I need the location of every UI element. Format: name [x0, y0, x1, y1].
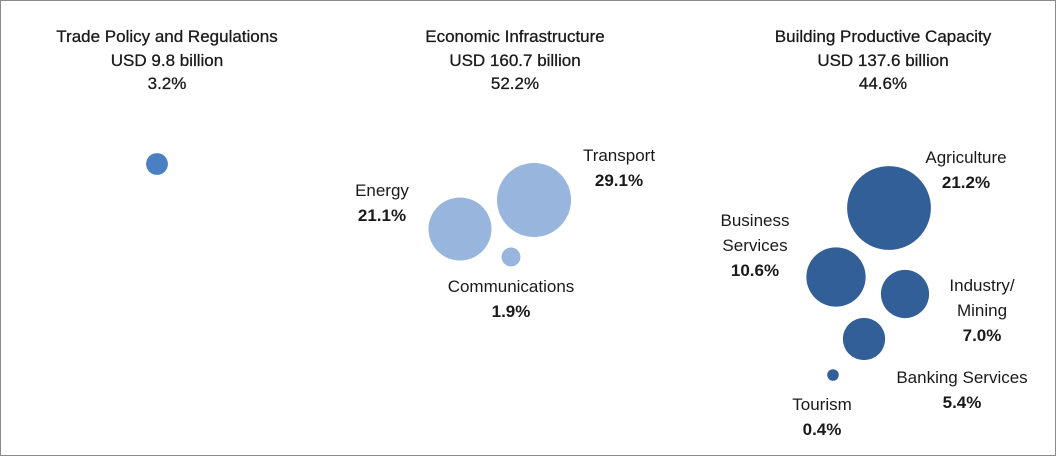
- group-share: 44.6%: [858, 74, 908, 93]
- bubble-label: Tourism: [792, 395, 852, 414]
- bubble-value: 1.9%: [491, 302, 531, 321]
- bubble: [806, 247, 866, 307]
- bubble-label: Energy: [355, 181, 409, 200]
- group-amount: USD 137.6 billion: [817, 51, 949, 70]
- bubble-value: 5.4%: [942, 393, 982, 412]
- group-amount: USD 9.8 billion: [110, 51, 224, 70]
- group-share: 3.2%: [147, 74, 187, 93]
- group-title: Building Productive Capacity: [774, 27, 992, 46]
- group-title: Trade Policy and Regulations: [56, 27, 278, 46]
- bubble: [146, 153, 168, 175]
- bubble: [501, 247, 521, 267]
- bubble-value: 7.0%: [962, 326, 1002, 345]
- bubble-value: 21.2%: [941, 173, 991, 192]
- group-share: 52.2%: [490, 74, 540, 93]
- bubble-label: Industry/ Mining: [949, 276, 1015, 320]
- bubble: [847, 166, 931, 250]
- group-amount: USD 160.7 billion: [449, 51, 581, 70]
- bubble: [880, 269, 930, 319]
- group-title: Economic Infrastructure: [425, 27, 605, 46]
- bubble-label: Communications: [447, 277, 575, 296]
- bubble-label: Banking Services: [896, 368, 1028, 387]
- bubble-value: 10.6%: [730, 261, 780, 280]
- bubble-value: 29.1%: [594, 171, 644, 190]
- bubble-value: 21.1%: [357, 206, 407, 225]
- bubble: [428, 197, 492, 261]
- bubble: [827, 369, 839, 381]
- bubble: [842, 317, 886, 361]
- bubble-label: Transport: [582, 146, 656, 165]
- bubble-label: Agriculture: [925, 148, 1007, 167]
- bubble-label: Business Services: [720, 211, 790, 255]
- bubble-value: 0.4%: [802, 420, 842, 439]
- bubble: [496, 162, 572, 238]
